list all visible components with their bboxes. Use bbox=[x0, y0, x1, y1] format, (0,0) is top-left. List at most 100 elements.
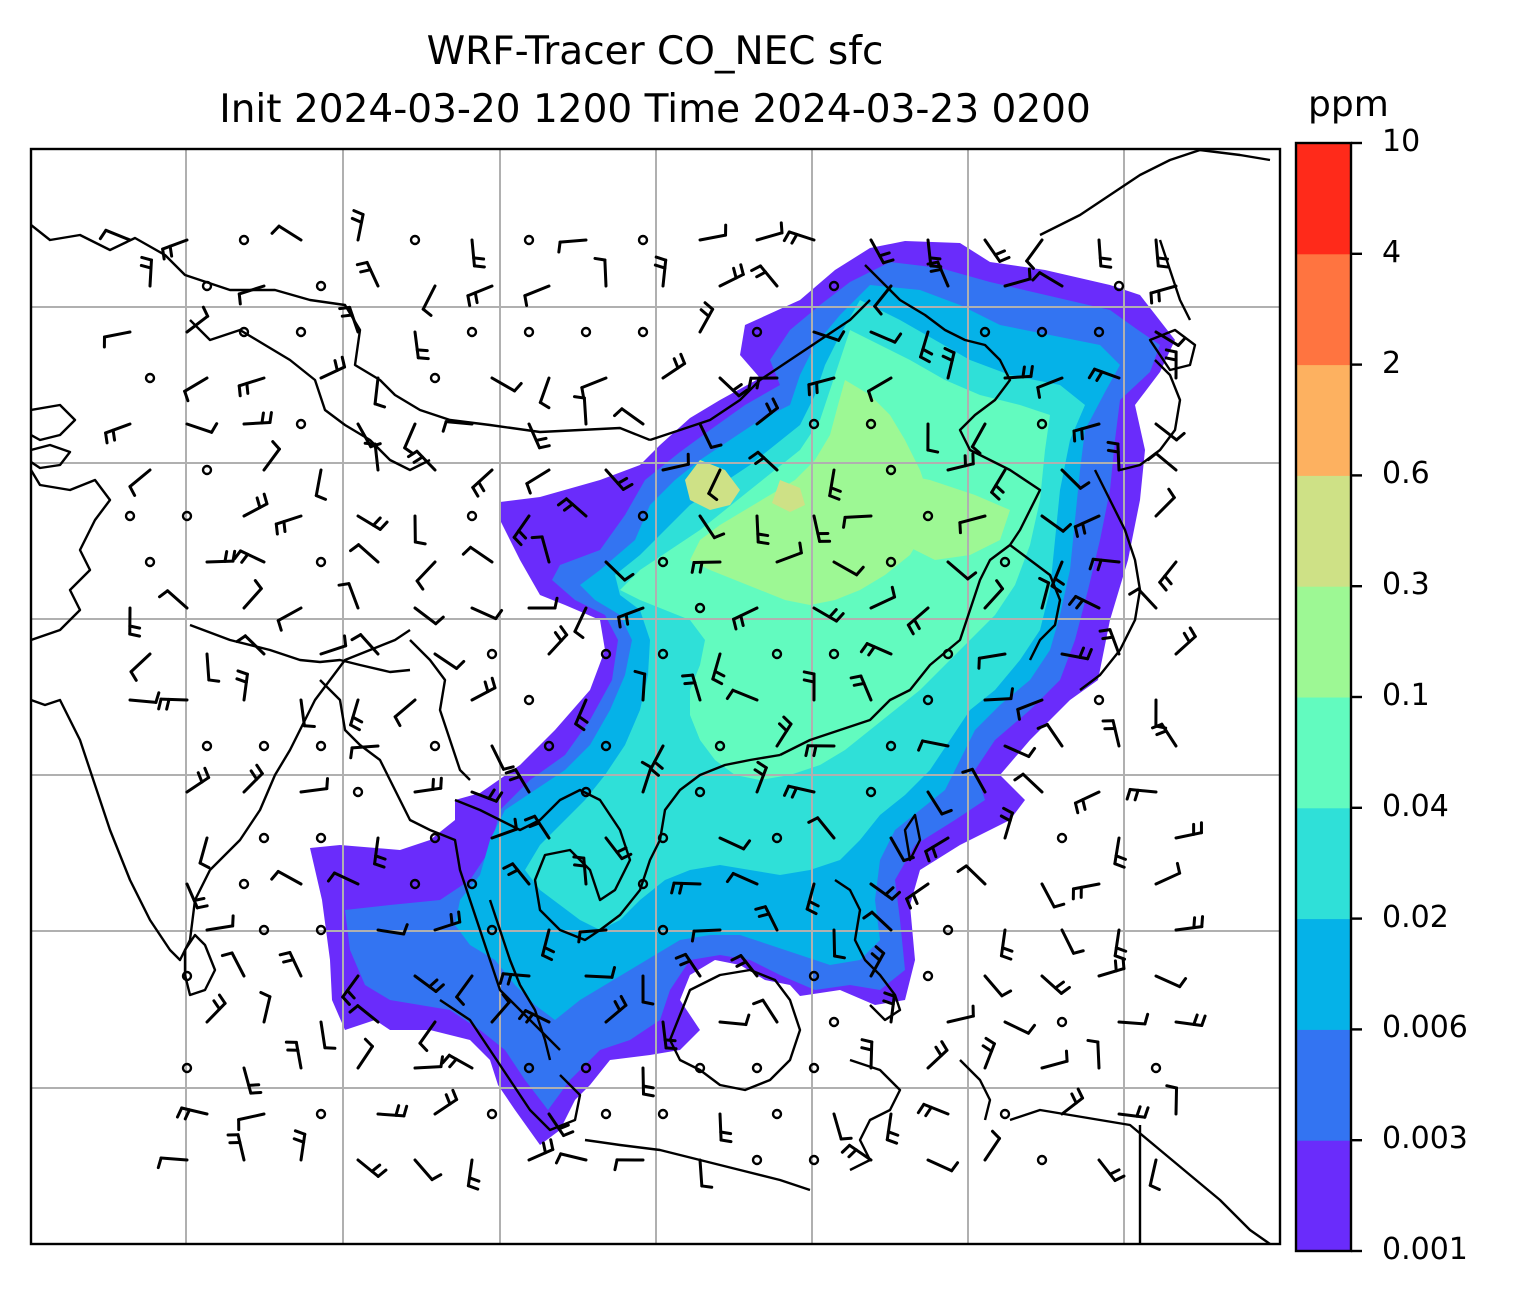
wind-barb bbox=[527, 422, 551, 450]
calm-wind-marker bbox=[466, 326, 478, 338]
wind-barb bbox=[198, 836, 211, 870]
wind-barb bbox=[421, 284, 437, 317]
wind-barb bbox=[292, 1129, 307, 1162]
wind-barb bbox=[406, 449, 437, 472]
wind-barb bbox=[748, 450, 779, 472]
wind-barb bbox=[690, 928, 722, 943]
wind-barb bbox=[869, 585, 897, 610]
colorbar-segment-7 bbox=[1296, 364, 1351, 476]
calm-wind-marker bbox=[258, 740, 270, 752]
wind-barb bbox=[185, 766, 211, 794]
wind-barb bbox=[1154, 330, 1187, 347]
colorbar-tick-label: 0.04 bbox=[1382, 788, 1449, 824]
calm-wind-marker bbox=[1150, 1062, 1162, 1074]
wind-barb bbox=[226, 1133, 246, 1162]
wind-barb bbox=[232, 549, 266, 564]
wind-barb bbox=[869, 945, 886, 978]
wind-barb bbox=[284, 1040, 303, 1070]
calm-wind-marker bbox=[486, 648, 498, 660]
colorbar-segment-1 bbox=[1296, 1029, 1351, 1141]
calm-wind-marker bbox=[409, 234, 421, 246]
wind-barb bbox=[860, 1038, 874, 1070]
wind-barb bbox=[1154, 422, 1186, 442]
calm-wind-marker bbox=[1113, 280, 1125, 292]
wind-barb bbox=[348, 1004, 380, 1024]
calm-wind-marker bbox=[523, 1062, 535, 1074]
wind-barb bbox=[1072, 422, 1101, 443]
wind-barb bbox=[661, 352, 687, 380]
calm-wind-marker bbox=[238, 234, 250, 246]
wind-barb bbox=[584, 966, 616, 979]
wind-barb bbox=[350, 633, 380, 656]
colorbar-tick-label: 0.3 bbox=[1382, 567, 1430, 603]
wind-barb bbox=[415, 560, 437, 591]
wind-barb bbox=[547, 625, 569, 656]
wind-barb bbox=[205, 914, 235, 932]
wind-barb bbox=[674, 952, 702, 978]
calm-wind-marker bbox=[922, 970, 934, 982]
calm-wind-marker bbox=[258, 924, 270, 936]
coast-taiwan bbox=[903, 813, 922, 862]
wind-barb bbox=[1036, 723, 1064, 748]
wind-barb bbox=[349, 543, 380, 564]
wind-barb bbox=[859, 642, 893, 657]
wind-barb bbox=[782, 784, 816, 799]
wind-barb bbox=[905, 882, 930, 910]
colorbar-segment-8 bbox=[1296, 253, 1351, 366]
calm-wind-marker bbox=[315, 556, 327, 568]
wind-barb bbox=[613, 407, 645, 426]
wind-barb bbox=[577, 928, 608, 944]
wind-barb bbox=[718, 1013, 751, 1027]
wind-barb bbox=[775, 541, 803, 564]
wind-barb bbox=[775, 715, 793, 748]
calm-wind-marker bbox=[181, 1062, 193, 1074]
border-nepal bbox=[189, 623, 411, 674]
wind-barb bbox=[471, 468, 494, 498]
wind-barb bbox=[326, 871, 360, 886]
wind-barb bbox=[730, 954, 759, 978]
wind-barb bbox=[356, 1158, 388, 1178]
calm-wind-marker bbox=[315, 740, 327, 752]
wind-barb bbox=[554, 1152, 588, 1165]
colorbar-segment-4 bbox=[1296, 697, 1351, 809]
wind-barb bbox=[698, 301, 715, 334]
calm-wind-marker bbox=[1093, 326, 1105, 338]
wind-barb bbox=[1154, 861, 1182, 886]
wind-barb bbox=[725, 871, 759, 886]
calm-wind-marker bbox=[315, 280, 327, 292]
wind-barb bbox=[242, 492, 269, 518]
wind-barb bbox=[832, 928, 846, 960]
wind-barb bbox=[926, 260, 950, 288]
wind-barb bbox=[98, 228, 132, 242]
calm-wind-marker bbox=[580, 786, 592, 798]
colorbar-segment-2 bbox=[1296, 918, 1351, 1030]
calm-wind-marker bbox=[201, 280, 213, 292]
calm-wind-marker bbox=[714, 740, 726, 752]
wind-barb bbox=[205, 993, 227, 1024]
wind-barb bbox=[538, 376, 551, 410]
wind-barb bbox=[1158, 560, 1178, 592]
wind-barb bbox=[525, 468, 551, 495]
calm-wind-marker bbox=[258, 832, 270, 844]
wind-barb bbox=[707, 468, 722, 502]
wind-barb bbox=[413, 1055, 444, 1070]
wind-barb bbox=[805, 882, 820, 916]
wind-barb bbox=[617, 606, 645, 629]
calm-wind-marker bbox=[922, 510, 934, 522]
coast-bay-bengal bbox=[319, 679, 561, 1051]
calm-wind-marker bbox=[865, 786, 877, 798]
wind-barb bbox=[556, 497, 588, 518]
wind-barb bbox=[242, 579, 263, 610]
wind-barb bbox=[812, 330, 846, 342]
wind-barb bbox=[698, 514, 726, 540]
wind-barb bbox=[183, 376, 209, 403]
wind-barb bbox=[433, 910, 462, 932]
wind-barb bbox=[924, 836, 950, 863]
wind-barb bbox=[661, 1020, 678, 1051]
wind-barb bbox=[604, 468, 634, 491]
wind-barb bbox=[1174, 821, 1203, 840]
wind-barb bbox=[490, 744, 515, 771]
colorbar-tick-label: 4 bbox=[1382, 234, 1402, 270]
calm-wind-marker bbox=[885, 464, 897, 476]
wind-barb bbox=[842, 514, 873, 529]
